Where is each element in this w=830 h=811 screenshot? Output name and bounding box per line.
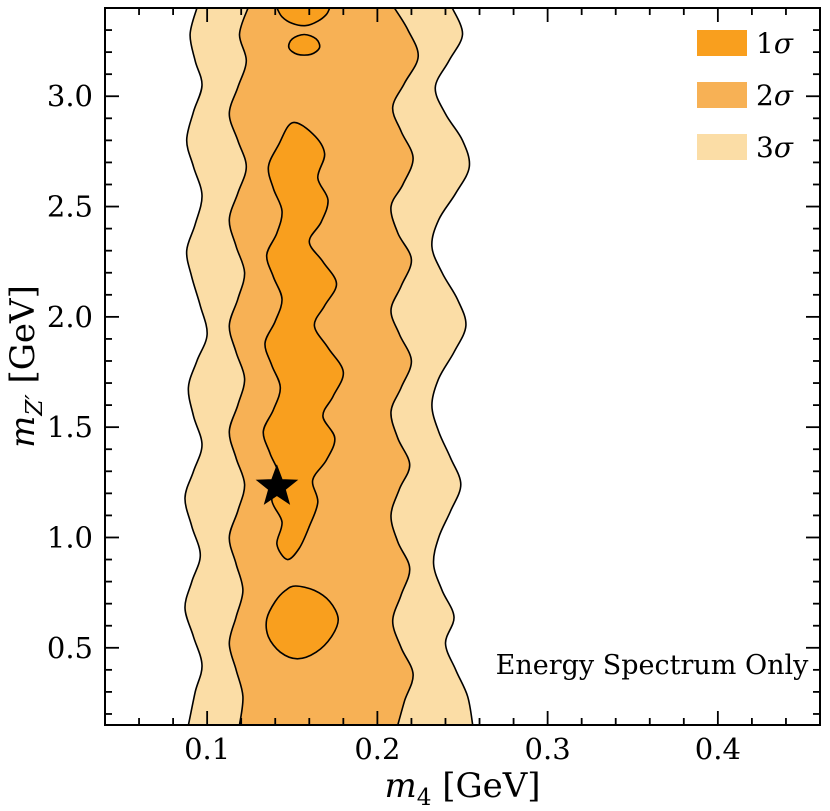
x-tick-label: 0.4 (695, 732, 741, 766)
x-axis-label: m4 [GeV] (384, 766, 540, 811)
x-tick-label: 0.1 (184, 732, 230, 766)
1-sigma-lower-fill (266, 586, 339, 659)
1-sigma-main-outline (262, 121, 345, 561)
x-tick-label: 0.2 (354, 732, 400, 766)
legend-swatch-3sigma (697, 134, 747, 160)
y-tick-label: 2.5 (47, 190, 93, 224)
x-tick-label: 0.3 (525, 732, 571, 766)
contour-fills (184, 8, 473, 725)
1-sigma-lower-outline (265, 585, 340, 660)
legend: 1σ 2σ 3σ (697, 27, 794, 164)
legend-swatch-2sigma (697, 82, 747, 108)
y-tick-label: 1.0 (47, 520, 93, 554)
2-sigma-band-left-outline (228, 8, 249, 725)
legend-label-1sigma: 1σ (756, 27, 794, 60)
1-sigma-top-outline (276, 8, 331, 27)
2-sigma-band-right-outline (390, 8, 420, 725)
y-axis-label: mZ′ [GeV] (3, 285, 48, 448)
legend-label-3sigma: 3σ (756, 131, 794, 164)
plot-frame (104, 7, 821, 726)
1-sigma-top-island-outline (287, 33, 321, 56)
best-fit-star-marker (255, 464, 299, 505)
3-sigma-band-right-outline (431, 8, 474, 725)
annotation-text: Energy Spectrum Only (496, 650, 809, 681)
y-tick-label: 1.5 (47, 410, 93, 444)
legend-label-2sigma: 2σ (756, 79, 794, 112)
contour-outlines (184, 8, 474, 725)
3-sigma-band-left-outline (184, 8, 208, 725)
y-tick-label: 3.0 (47, 79, 93, 113)
1-sigma-top-island-fill (288, 34, 320, 56)
y-tick-label: 0.5 (47, 631, 93, 665)
legend-swatch-1sigma (697, 30, 747, 56)
axis-ticks (105, 8, 820, 725)
y-tick-label: 2.0 (47, 300, 93, 334)
1-sigma-main-fill (263, 122, 344, 560)
